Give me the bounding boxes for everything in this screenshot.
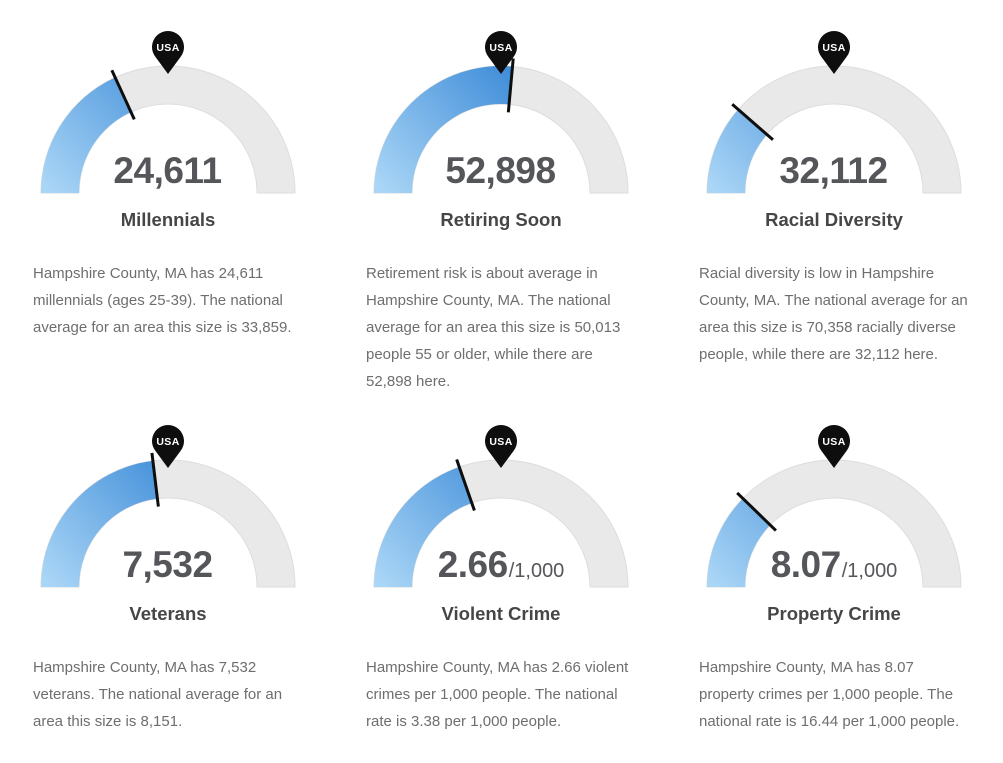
gauge-description: Hampshire County, MA has 2.66 violent cr… (366, 659, 629, 731)
gauge-value-number: 7,532 (122, 544, 213, 586)
usa-pin-icon (152, 425, 184, 469)
gauge-property-crime: USA 8.07/1,000 (704, 422, 964, 592)
gauge-value-arc (41, 461, 158, 588)
gauge-description: Hampshire County, MA has 8.07 property c… (699, 659, 960, 731)
gauge-arc-area: USA (704, 28, 964, 198)
usa-pin-label: USA (156, 436, 179, 448)
gauge-card-millennials: USA 24,611 Millennials Hampshire County,… (33, 28, 303, 395)
gauge-card-violent-crime: USA 2.66/1,000 Violent Crime Hampshire C… (366, 422, 636, 735)
gauge-value-arc (374, 467, 472, 588)
gauge-value-suffix: /1,000 (841, 560, 898, 583)
value-tick-marker (110, 69, 136, 120)
gauge-description: Retirement risk is about average in Hamp… (366, 265, 621, 391)
usa-pin-label: USA (156, 42, 179, 54)
gauge-value-arc (41, 77, 131, 193)
usa-pin-label: USA (489, 42, 512, 54)
gauge-arc-area: USA (38, 28, 298, 198)
usa-pin-label: USA (822, 436, 845, 448)
value-tick-marker (731, 103, 774, 141)
gauge-value-number: 32,112 (779, 150, 888, 191)
gauge-value: 8.07/1,000 (704, 546, 964, 583)
gauge-value: 7,532 (38, 546, 298, 583)
gauge-value: 24,611 (38, 152, 298, 189)
usa-pin-icon (818, 31, 850, 74)
gauge-value-number: 52,898 (445, 150, 556, 191)
gauge-arc-area: USA (704, 422, 964, 592)
usa-pin-icon (485, 31, 517, 74)
gauge-svg: USA (706, 425, 962, 588)
gauge-card-retiring-soon: USA 52,898 Retiring Soon Retirement risk… (366, 28, 636, 395)
gauge-card-veterans: USA 7,532 Veterans Hampshire County, MA … (33, 422, 303, 735)
usa-pin-icon (818, 425, 850, 469)
gauge-svg: USA (373, 425, 629, 588)
gauge-racial-diversity: USA 32,112 (704, 28, 964, 198)
gauge-retiring-soon: USA 52,898 (371, 28, 631, 198)
gauge-title: Violent Crime (441, 603, 561, 625)
value-tick-marker (455, 459, 476, 512)
gauge-value-number: 8.07 (770, 544, 842, 586)
gauge-value-arc (707, 109, 767, 193)
value-tick-marker (506, 58, 515, 113)
gauge-description: Hampshire County, MA has 24,611 millenni… (33, 265, 292, 337)
gauge-value-number: 24,611 (113, 150, 222, 191)
value-tick-marker (150, 452, 160, 507)
gauge-violent-crime: USA 2.66/1,000 (371, 422, 631, 592)
gauge-value-arc (707, 498, 771, 588)
gauge-value: 2.66/1,000 (371, 546, 631, 583)
usa-pin-icon (485, 425, 517, 469)
gauge-arc-area: USA (371, 28, 631, 198)
gauge-title: Racial Diversity (765, 209, 903, 230)
gauge-arc-area: USA (371, 422, 631, 592)
gauge-svg: USA (40, 31, 296, 194)
gauge-veterans: USA 7,532 (38, 422, 298, 592)
usa-pin-label: USA (489, 436, 512, 448)
gauge-svg: USA (706, 31, 962, 194)
gauge-track-arc (706, 65, 962, 194)
gauge-description: Hampshire County, MA has 7,532 veterans.… (33, 659, 283, 731)
gauge-value: 32,112 (704, 152, 964, 189)
gauge-arc-area: USA (38, 422, 298, 592)
gauge-value-number: 2.66 (437, 544, 509, 586)
value-tick-marker (736, 491, 777, 532)
gauge-millennials: USA 24,611 (38, 28, 298, 198)
gauge-svg: USA (373, 31, 629, 194)
gauge-description: Racial diversity is low in Hampshire Cou… (699, 265, 968, 364)
gauge-title: Veterans (129, 603, 207, 625)
gauge-card-property-crime: USA 8.07/1,000 Property Crime Hampshire … (699, 422, 969, 735)
gauge-svg: USA (40, 425, 296, 588)
gauge-title: Millennials (120, 209, 216, 230)
gauge-track-arc (706, 459, 962, 588)
gauge-title: Retiring Soon (440, 209, 562, 230)
gauge-value-arc (374, 65, 513, 193)
usa-pin-icon (152, 31, 184, 74)
gauge-title: Property Crime (767, 603, 901, 625)
gauge-value-suffix: /1,000 (508, 560, 565, 583)
gauge-card-racial-diversity: USA 32,112 Racial Diversity Racial diver… (699, 28, 969, 395)
gauge-value: 52,898 (371, 152, 631, 189)
usa-pin-label: USA (822, 42, 845, 54)
